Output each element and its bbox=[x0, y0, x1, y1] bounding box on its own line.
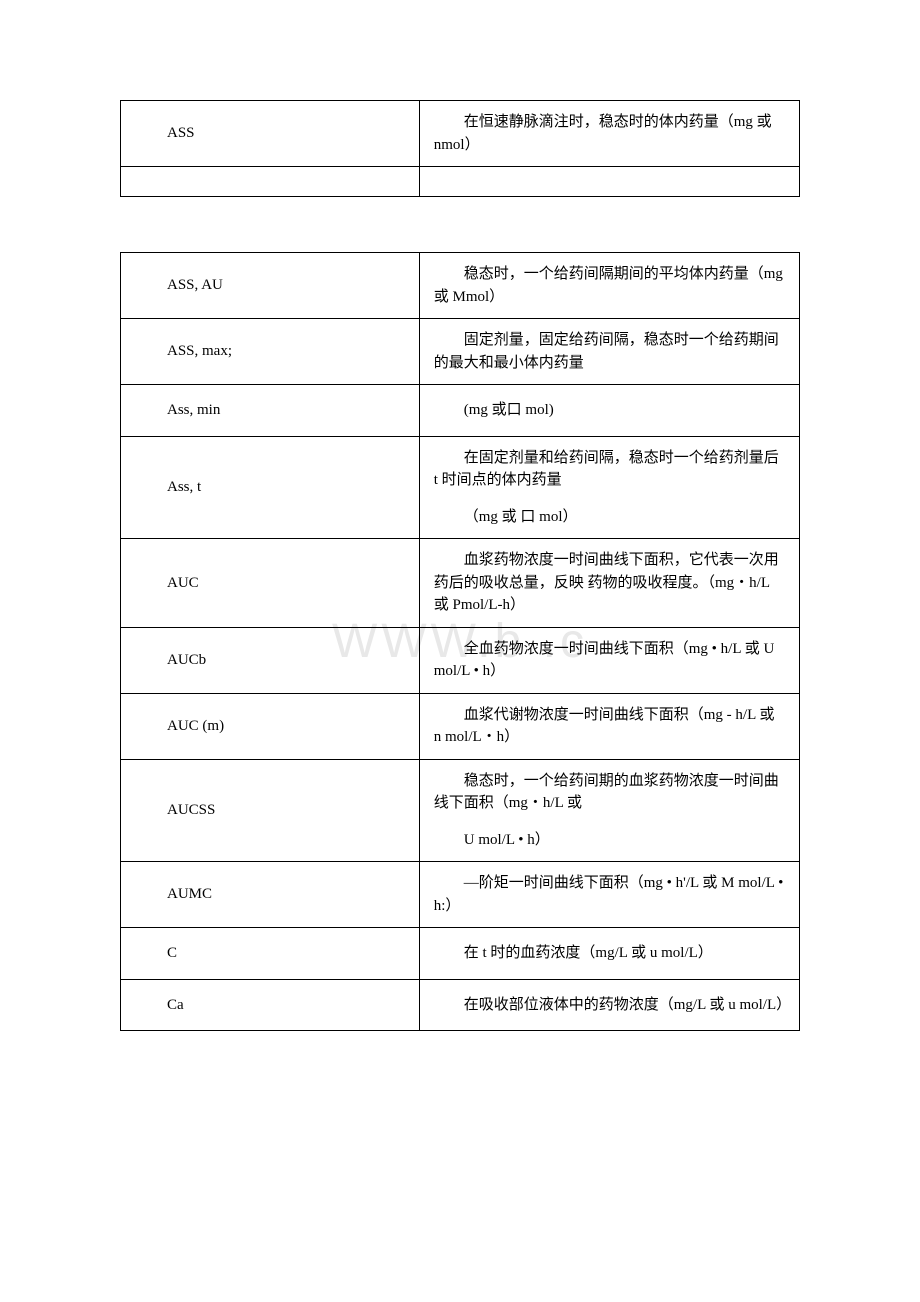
symbol-cell: AUCb bbox=[121, 627, 420, 693]
symbol-cell: Ca bbox=[121, 979, 420, 1031]
symbol-cell: ASS, AU bbox=[121, 253, 420, 319]
description-cell: 血浆代谢物浓度一时间曲线下面积（mg - h/L 或 n mol/L・h） bbox=[419, 693, 799, 759]
description-text: —阶矩一时间曲线下面积（mg • h'/L 或 M mol/L • h:） bbox=[434, 872, 785, 917]
description-text: (mg 或口 mol) bbox=[434, 399, 785, 422]
description-cell bbox=[419, 167, 799, 197]
description-text: 在吸收部位液体中的药物浓度（mg/L 或 u mol/L） bbox=[434, 994, 785, 1017]
description-text-extra: （mg 或 口 mol） bbox=[434, 506, 785, 529]
description-text: 稳态时，一个给药间隔期间的平均体内药量（mg 或 Mmol） bbox=[434, 263, 785, 308]
description-text: 全血药物浓度一时间曲线下面积（mg • h/L 或 U mol/L • h） bbox=[434, 638, 785, 683]
description-text: 血浆代谢物浓度一时间曲线下面积（mg - h/L 或 n mol/L・h） bbox=[434, 704, 785, 749]
table-row: ASS, AU 稳态时，一个给药间隔期间的平均体内药量（mg 或 Mmol） bbox=[121, 253, 800, 319]
table-1: ASS 在恒速静脉滴注时，稳态时的体内药量（mg 或 nmol） bbox=[120, 100, 800, 197]
table-row: AUC (m) 血浆代谢物浓度一时间曲线下面积（mg - h/L 或 n mol… bbox=[121, 693, 800, 759]
description-text: 血浆药物浓度一时间曲线下面积，它代表一次用药后的吸收总量，反映 药物的吸收程度。… bbox=[434, 549, 785, 617]
table-row: C 在 t 时的血药浓度（mg/L 或 u mol/L） bbox=[121, 928, 800, 980]
table-row: AUMC —阶矩一时间曲线下面积（mg • h'/L 或 M mol/L • h… bbox=[121, 862, 800, 928]
table-row: ASS, max; 固定剂量，固定给药间隔，稳态时一个给药期间的最大和最小体内药… bbox=[121, 319, 800, 385]
table-row: Ass, min (mg 或口 mol) bbox=[121, 385, 800, 437]
table-2-container: ASS, AU 稳态时，一个给药间隔期间的平均体内药量（mg 或 Mmol） A… bbox=[120, 252, 800, 1031]
description-cell: 稳态时，一个给药间期的血浆药物浓度一时间曲线下面积（mg・h/L 或 U mol… bbox=[419, 759, 799, 862]
description-cell: 稳态时，一个给药间隔期间的平均体内药量（mg 或 Mmol） bbox=[419, 253, 799, 319]
symbol-cell: C bbox=[121, 928, 420, 980]
description-cell: 血浆药物浓度一时间曲线下面积，它代表一次用药后的吸收总量，反映 药物的吸收程度。… bbox=[419, 539, 799, 628]
symbol-cell: ASS bbox=[121, 101, 420, 167]
symbol-cell: AUMC bbox=[121, 862, 420, 928]
description-cell: 在 t 时的血药浓度（mg/L 或 u mol/L） bbox=[419, 928, 799, 980]
table-row: AUCSS 稳态时，一个给药间期的血浆药物浓度一时间曲线下面积（mg・h/L 或… bbox=[121, 759, 800, 862]
table-row: AUC 血浆药物浓度一时间曲线下面积，它代表一次用药后的吸收总量，反映 药物的吸… bbox=[121, 539, 800, 628]
symbol-cell: Ass, t bbox=[121, 436, 420, 539]
symbol-cell: AUC bbox=[121, 539, 420, 628]
description-text: 稳态时，一个给药间期的血浆药物浓度一时间曲线下面积（mg・h/L 或 bbox=[434, 770, 785, 815]
description-cell: 全血药物浓度一时间曲线下面积（mg • h/L 或 U mol/L • h） bbox=[419, 627, 799, 693]
table-row: Ca 在吸收部位液体中的药物浓度（mg/L 或 u mol/L） bbox=[121, 979, 800, 1031]
description-cell: 在恒速静脉滴注时，稳态时的体内药量（mg 或 nmol） bbox=[419, 101, 799, 167]
description-cell: 在吸收部位液体中的药物浓度（mg/L 或 u mol/L） bbox=[419, 979, 799, 1031]
table-2: ASS, AU 稳态时，一个给药间隔期间的平均体内药量（mg 或 Mmol） A… bbox=[120, 252, 800, 1031]
symbol-cell: Ass, min bbox=[121, 385, 420, 437]
description-text-extra: U mol/L • h） bbox=[434, 829, 785, 852]
description-cell: 在固定剂量和给药间隔，稳态时一个给药剂量后 t 时间点的体内药量 （mg 或 口… bbox=[419, 436, 799, 539]
symbol-cell: AUC (m) bbox=[121, 693, 420, 759]
table-1-container: ASS 在恒速静脉滴注时，稳态时的体内药量（mg 或 nmol） bbox=[120, 100, 800, 197]
description-cell: 固定剂量，固定给药间隔，稳态时一个给药期间的最大和最小体内药量 bbox=[419, 319, 799, 385]
table-row: ASS 在恒速静脉滴注时，稳态时的体内药量（mg 或 nmol） bbox=[121, 101, 800, 167]
table-row: Ass, t 在固定剂量和给药间隔，稳态时一个给药剂量后 t 时间点的体内药量 … bbox=[121, 436, 800, 539]
description-text: 在固定剂量和给药间隔，稳态时一个给药剂量后 t 时间点的体内药量 bbox=[434, 447, 785, 492]
description-text: 在 t 时的血药浓度（mg/L 或 u mol/L） bbox=[434, 942, 785, 965]
table-row: AUCb 全血药物浓度一时间曲线下面积（mg • h/L 或 U mol/L •… bbox=[121, 627, 800, 693]
description-text: 在恒速静脉滴注时，稳态时的体内药量（mg 或 nmol） bbox=[434, 111, 785, 156]
symbol-cell bbox=[121, 167, 420, 197]
description-cell: (mg 或口 mol) bbox=[419, 385, 799, 437]
symbol-cell: ASS, max; bbox=[121, 319, 420, 385]
symbol-cell: AUCSS bbox=[121, 759, 420, 862]
table-row bbox=[121, 167, 800, 197]
description-cell: —阶矩一时间曲线下面积（mg • h'/L 或 M mol/L • h:） bbox=[419, 862, 799, 928]
description-text: 固定剂量，固定给药间隔，稳态时一个给药期间的最大和最小体内药量 bbox=[434, 329, 785, 374]
